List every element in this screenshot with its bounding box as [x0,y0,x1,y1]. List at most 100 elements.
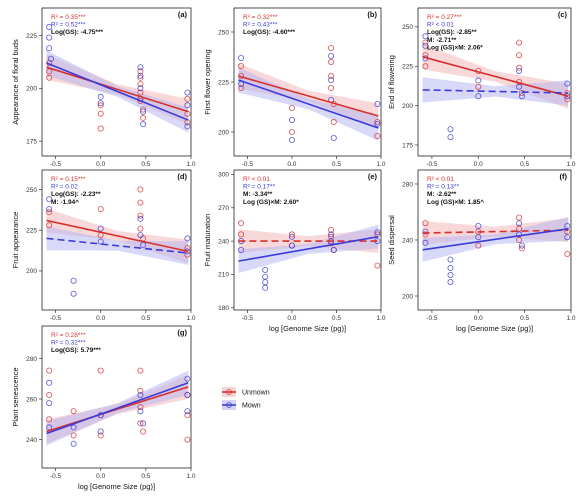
data-point-unmown [328,85,335,92]
data-point-unmown [46,367,53,374]
data-point-mown [46,206,53,213]
data-point-unmown [46,391,53,398]
data-point-unmown [137,404,144,411]
x-tick-label: -0.5 [50,161,62,168]
fit-line-mown [422,228,569,251]
fit-line-mown [46,382,189,435]
data-point-mown [422,239,429,246]
data-point-unmown [238,231,245,238]
y-tick-label: 200 [26,86,37,93]
data-point-unmown [184,412,191,419]
x-tick-label: 1.0 [566,161,575,168]
data-point-mown [97,238,104,245]
data-point-unmown [330,119,337,126]
x-tick-label: 1.0 [566,315,575,322]
data-point-unmown [288,128,295,135]
data-point-unmown [97,206,104,213]
y-tick-label: 225 [218,79,229,86]
stat-line: Log(GS): -4.75*** [51,29,103,36]
data-point-unmown [184,95,191,102]
stat-line: R² = 0.43*** [243,22,278,29]
data-point-unmown [516,225,523,232]
stat-line: Log (GS)×M: 2.60* [243,199,299,206]
y-tick-label: 300 [218,172,229,179]
data-point-mown [137,64,144,71]
data-point-mown [184,391,191,398]
stat-line: M: -2.71** [427,37,457,44]
data-point-mown [422,42,429,49]
data-point-unmown [97,110,104,117]
data-point-unmown [97,367,104,374]
y-tick-label: 240 [402,237,413,244]
data-point-mown [447,278,454,285]
x-tick-label: -0.5 [50,473,62,480]
y-tick-label: 175 [26,139,37,146]
x-axis-title: log [Genome Size (pg)] [269,324,346,333]
data-point-mown [288,233,295,240]
chart-panel-0: 175 200 225 -0.5 0.0 0.5 1.0 Appearance of flor… [11,7,196,168]
data-point-mown [518,93,525,100]
y-tick-label: 200 [218,129,229,136]
data-point-mown [330,246,337,253]
panel-letter: (e) [368,172,378,181]
legend-marker-mown [226,402,232,408]
data-point-mown [137,408,144,415]
chart-panel-6: 240 260 280 -0.5 0.0 0.5 1.0 Plant senescence lo… [11,325,196,491]
data-point-mown [184,123,191,130]
fit-line-mown [238,235,379,262]
x-tick-label: 0.0 [96,315,105,322]
y-axis-title: Appearance of floral buds [11,39,20,125]
x-tick-label: 1.0 [186,473,195,480]
stat-line: Log (GS)×M: 2.06* [427,44,483,51]
data-point-unmown [137,68,144,75]
data-point-mown [48,55,55,62]
data-point-unmown [374,119,381,126]
panel-letter: (c) [558,10,568,19]
y-axis-title: Fruit appearance [11,212,20,269]
data-point-unmown [564,250,571,257]
data-point-mown [184,235,191,242]
stat-line: R² = 0.35*** [51,14,86,21]
data-point-unmown [46,222,53,229]
stat-line: R² = 0.13** [427,184,459,191]
stat-line: R² = 0.27*** [427,14,462,21]
data-point-mown [137,85,144,92]
panel-letter: (d) [177,172,187,181]
y-tick-label: 175 [402,142,413,149]
stat-line: R² = 0.32*** [243,14,278,21]
data-point-unmown [137,420,144,427]
data-point-unmown [518,90,525,97]
stat-line: R² = 0.32*** [51,340,86,347]
data-point-unmown [288,105,295,112]
data-point-mown [184,102,191,109]
data-point-mown [447,126,454,133]
data-point-unmown [137,81,144,88]
data-point-unmown [137,212,144,219]
fit-line-unmown [46,66,189,113]
data-point-unmown [516,64,523,71]
data-point-mown [516,83,523,90]
y-tick-label: 250 [26,187,37,194]
x-tick-label: 0.0 [96,473,105,480]
y-tick-label: 250 [402,24,413,31]
data-point-unmown [137,89,144,96]
data-point-unmown [137,367,144,374]
data-point-unmown [46,416,53,423]
data-point-unmown [140,428,147,435]
x-tick-label: -0.5 [50,315,62,322]
x-tick-label: 0.0 [287,315,296,322]
data-point-unmown [97,432,104,439]
legend-label-mown: Mown [242,403,261,410]
panel-letter: (f) [560,172,568,181]
data-point-mown [46,379,53,386]
x-tick-label: 1.0 [186,315,195,322]
fit-line-mown [422,89,569,94]
data-point-unmown [184,436,191,443]
data-point-unmown [422,63,429,70]
fit-line-unmown [422,229,569,234]
data-point-mown [288,136,295,143]
data-point-mown [184,408,191,415]
data-point-mown [46,400,53,407]
y-tick-label: 200 [402,103,413,110]
